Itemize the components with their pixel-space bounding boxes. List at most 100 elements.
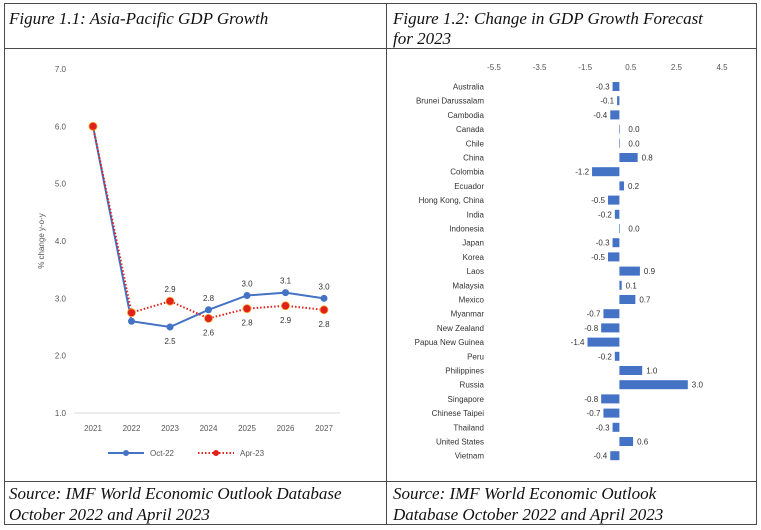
source-divider bbox=[4, 481, 757, 482]
bar bbox=[619, 266, 640, 276]
figure-1-2-caption-line1: Figure 1.2: Change in GDP Growth Forecas… bbox=[393, 9, 703, 28]
data-label: -0.1 bbox=[600, 97, 614, 106]
y-tick-label: 1.0 bbox=[55, 409, 67, 418]
data-label: 0.0 bbox=[628, 139, 640, 148]
figure-1-2-source-line1: Source: IMF World Economic Outlook bbox=[393, 484, 657, 503]
category-label: Malaysia bbox=[452, 281, 484, 290]
bar bbox=[601, 323, 620, 333]
data-label: 0.7 bbox=[639, 296, 651, 305]
data-label-oct-22: 3.0 bbox=[318, 282, 330, 291]
x-tick-label: 2026 bbox=[277, 424, 295, 433]
figure-1-2-caption: Figure 1.2: Change in GDP Growth Forecas… bbox=[393, 9, 703, 49]
figure-1-1-source-line1: Source: IMF World Economic Outlook Datab… bbox=[9, 484, 342, 503]
data-label: -0.8 bbox=[584, 324, 598, 333]
category-label: Brunei Darussalam bbox=[416, 97, 484, 106]
data-label: -0.3 bbox=[596, 239, 610, 248]
data-point-oct-22 bbox=[128, 317, 135, 325]
category-label: India bbox=[467, 210, 485, 219]
category-label: Chile bbox=[466, 139, 485, 148]
data-label: -0.2 bbox=[598, 210, 612, 219]
category-label: New Zealand bbox=[437, 324, 484, 333]
bar bbox=[619, 181, 624, 191]
data-point-oct-22 bbox=[320, 294, 328, 302]
data-point-apr-23 bbox=[165, 296, 175, 306]
data-label: -0.3 bbox=[596, 83, 610, 92]
legend-marker-apr-23 bbox=[213, 450, 219, 456]
bar bbox=[608, 252, 620, 262]
category-label: Ecuador bbox=[454, 182, 484, 191]
data-label: -1.4 bbox=[571, 338, 585, 347]
data-label: 0.9 bbox=[644, 267, 656, 276]
y-tick-label: 5.0 bbox=[55, 180, 67, 189]
data-label: -0.2 bbox=[598, 352, 612, 361]
data-label: -0.4 bbox=[593, 452, 607, 461]
bar bbox=[592, 167, 620, 177]
legend-label-apr-23: Apr-23 bbox=[240, 449, 265, 458]
category-label: Japan bbox=[462, 239, 484, 248]
data-label-oct-22: 3.0 bbox=[241, 279, 253, 288]
category-label: Mexico bbox=[459, 296, 485, 305]
legend-marker-oct-22 bbox=[123, 450, 129, 456]
column-divider bbox=[386, 3, 387, 525]
y-tick-label: 3.0 bbox=[55, 294, 67, 303]
category-label: Peru bbox=[467, 352, 484, 361]
x-tick-label: 2022 bbox=[123, 424, 141, 433]
y-tick-label: 2.0 bbox=[55, 352, 67, 361]
data-point-apr-23 bbox=[204, 313, 213, 323]
category-label: Canada bbox=[456, 125, 485, 134]
data-label: -0.7 bbox=[587, 310, 601, 319]
category-label: Russia bbox=[460, 381, 485, 390]
bar bbox=[619, 280, 622, 290]
x-tick-label: -1.5 bbox=[578, 63, 592, 72]
category-label: Thailand bbox=[453, 423, 484, 432]
data-point-oct-22 bbox=[282, 289, 289, 297]
bar bbox=[614, 351, 620, 361]
figure-frame bbox=[4, 3, 757, 525]
data-label: -0.3 bbox=[596, 423, 610, 432]
category-label: United States bbox=[436, 438, 484, 447]
data-label: -0.4 bbox=[593, 111, 607, 120]
data-label: 0.1 bbox=[626, 281, 638, 290]
category-label: Cambodia bbox=[448, 111, 485, 120]
data-label: -0.5 bbox=[591, 196, 605, 205]
bar bbox=[612, 422, 620, 432]
data-label-oct-22: 3.1 bbox=[280, 277, 292, 286]
data-point-oct-22 bbox=[205, 306, 212, 314]
y-axis-title: % change y-o-y bbox=[37, 213, 46, 269]
data-label: 1.0 bbox=[646, 367, 658, 376]
data-label: -0.7 bbox=[587, 409, 601, 418]
x-tick-label: 2023 bbox=[161, 424, 179, 433]
data-label: 0.0 bbox=[628, 225, 640, 234]
legend-label-oct-22: Oct-22 bbox=[150, 449, 175, 458]
figure-1-2-source: Source: IMF World Economic Outlook Datab… bbox=[393, 483, 663, 525]
data-label-apr-23: 2.9 bbox=[280, 316, 292, 325]
bar bbox=[608, 195, 620, 205]
x-tick-label: -5.5 bbox=[487, 63, 501, 72]
data-point-apr-23 bbox=[127, 308, 136, 318]
category-label: Australia bbox=[453, 83, 485, 92]
bar bbox=[612, 82, 620, 91]
category-label: Laos bbox=[467, 267, 484, 276]
data-label: 0.0 bbox=[628, 125, 640, 134]
data-label: -0.5 bbox=[591, 253, 605, 262]
x-tick-label: 2024 bbox=[200, 424, 218, 433]
data-point-apr-23 bbox=[319, 305, 329, 315]
data-label-oct-22: 2.8 bbox=[203, 294, 215, 303]
data-label: -1.2 bbox=[575, 168, 589, 177]
bar bbox=[610, 451, 620, 461]
bar bbox=[619, 437, 634, 446]
y-tick-label: 7.0 bbox=[55, 65, 67, 74]
category-label: Singapore bbox=[448, 395, 485, 404]
data-point-apr-23 bbox=[281, 301, 290, 311]
category-label: Myanmar bbox=[451, 310, 485, 319]
x-tick-label: 2.5 bbox=[671, 63, 683, 72]
x-tick-label: 2025 bbox=[238, 424, 256, 433]
category-label: Indonesia bbox=[449, 225, 484, 234]
category-label: Papua New Guinea bbox=[415, 338, 485, 347]
bar bbox=[587, 337, 620, 347]
figure-1-2-caption-line2: for 2023 bbox=[393, 29, 452, 48]
bar bbox=[619, 366, 643, 375]
bar bbox=[619, 138, 620, 148]
data-point-oct-22 bbox=[243, 291, 251, 299]
